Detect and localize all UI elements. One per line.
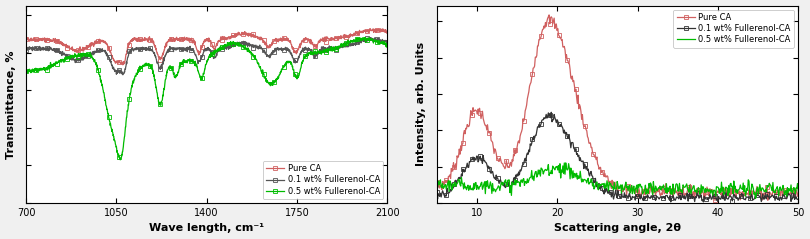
Pure CA xyxy=(787,191,796,194)
Pure CA xyxy=(544,13,554,16)
Pure CA xyxy=(211,45,221,48)
Legend: Pure CA, 0.1 wt% Fullerenol-CA, 0.5 wt% Fullerenol-CA: Pure CA, 0.1 wt% Fullerenol-CA, 0.5 wt% … xyxy=(262,161,383,199)
0.5 wt% Fullerenol-CA xyxy=(382,43,392,46)
Legend: Pure CA, 0.1 wt% Fullerenol-CA, 0.5 wt% Fullerenol-CA: Pure CA, 0.1 wt% Fullerenol-CA, 0.5 wt% … xyxy=(673,10,794,48)
X-axis label: Scattering angle, 2θ: Scattering angle, 2θ xyxy=(554,223,681,234)
Pure CA xyxy=(314,39,324,42)
0.5 wt% Fullerenol-CA xyxy=(751,197,761,200)
Pure CA xyxy=(629,185,638,188)
Pure CA xyxy=(146,38,156,41)
0.1 wt% Fullerenol-CA xyxy=(607,196,616,198)
0.1 wt% Fullerenol-CA xyxy=(21,48,31,51)
X-axis label: Wave length, cm⁻¹: Wave length, cm⁻¹ xyxy=(149,223,264,234)
0.1 wt% Fullerenol-CA xyxy=(794,198,804,201)
0.1 wt% Fullerenol-CA xyxy=(377,38,387,41)
0.5 wt% Fullerenol-CA xyxy=(729,180,739,183)
Line: Pure CA: Pure CA xyxy=(24,27,389,67)
0.5 wt% Fullerenol-CA xyxy=(604,181,614,184)
Pure CA xyxy=(730,187,740,190)
0.1 wt% Fullerenol-CA xyxy=(787,200,796,203)
Pure CA xyxy=(607,187,616,190)
0.5 wt% Fullerenol-CA xyxy=(21,70,31,73)
0.1 wt% Fullerenol-CA xyxy=(146,49,156,51)
0.5 wt% Fullerenol-CA xyxy=(314,50,324,53)
0.1 wt% Fullerenol-CA xyxy=(109,66,118,69)
0.1 wt% Fullerenol-CA xyxy=(188,49,198,52)
Pure CA xyxy=(794,191,804,194)
0.1 wt% Fullerenol-CA xyxy=(547,111,556,114)
Pure CA xyxy=(118,63,128,66)
Pure CA xyxy=(109,58,118,61)
Y-axis label: Intensity, arb. Units: Intensity, arb. Units xyxy=(416,42,426,166)
0.5 wt% Fullerenol-CA xyxy=(561,161,570,164)
0.1 wt% Fullerenol-CA xyxy=(366,36,376,39)
0.1 wt% Fullerenol-CA xyxy=(314,49,324,51)
0.5 wt% Fullerenol-CA xyxy=(188,60,198,63)
0.5 wt% Fullerenol-CA xyxy=(146,64,156,67)
0.1 wt% Fullerenol-CA xyxy=(648,197,658,200)
Line: 0.5 wt% Fullerenol-CA: 0.5 wt% Fullerenol-CA xyxy=(437,163,799,199)
0.5 wt% Fullerenol-CA xyxy=(115,158,125,161)
Pure CA xyxy=(710,199,720,202)
Y-axis label: Transmittance, %: Transmittance, % xyxy=(6,50,15,158)
Pure CA xyxy=(375,27,385,30)
Pure CA xyxy=(382,31,392,34)
0.1 wt% Fullerenol-CA xyxy=(604,189,614,192)
0.1 wt% Fullerenol-CA xyxy=(382,40,392,43)
0.5 wt% Fullerenol-CA xyxy=(629,188,638,191)
0.5 wt% Fullerenol-CA xyxy=(648,193,658,196)
Pure CA xyxy=(604,181,614,184)
Pure CA xyxy=(432,181,441,184)
0.1 wt% Fullerenol-CA xyxy=(666,201,676,203)
0.5 wt% Fullerenol-CA xyxy=(432,180,441,183)
Pure CA xyxy=(21,38,31,40)
0.1 wt% Fullerenol-CA xyxy=(118,73,128,76)
0.5 wt% Fullerenol-CA xyxy=(787,184,796,186)
0.5 wt% Fullerenol-CA xyxy=(211,49,221,52)
0.5 wt% Fullerenol-CA xyxy=(794,190,804,192)
0.1 wt% Fullerenol-CA xyxy=(730,194,740,197)
0.1 wt% Fullerenol-CA xyxy=(211,55,221,58)
Pure CA xyxy=(648,185,658,188)
0.1 wt% Fullerenol-CA xyxy=(629,196,638,199)
0.5 wt% Fullerenol-CA xyxy=(377,42,387,44)
Line: Pure CA: Pure CA xyxy=(435,13,800,202)
0.5 wt% Fullerenol-CA xyxy=(109,135,118,138)
Line: 0.1 wt% Fullerenol-CA: 0.1 wt% Fullerenol-CA xyxy=(24,36,389,76)
0.5 wt% Fullerenol-CA xyxy=(607,185,616,188)
Pure CA xyxy=(377,29,387,32)
0.1 wt% Fullerenol-CA xyxy=(432,190,441,193)
Line: 0.5 wt% Fullerenol-CA: 0.5 wt% Fullerenol-CA xyxy=(24,36,389,162)
0.5 wt% Fullerenol-CA xyxy=(360,36,370,39)
Pure CA xyxy=(188,39,198,42)
Line: 0.1 wt% Fullerenol-CA: 0.1 wt% Fullerenol-CA xyxy=(435,110,800,204)
